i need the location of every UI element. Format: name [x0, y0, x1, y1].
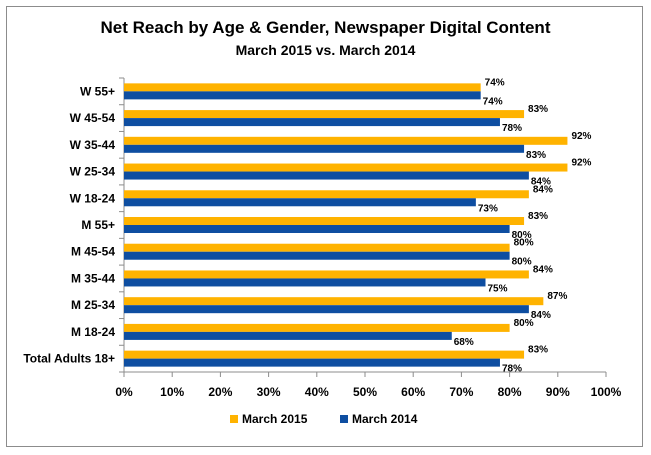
chart-subtitle: March 2015 vs. March 2014 [235, 42, 416, 58]
bar-march-2014 [124, 198, 476, 207]
data-label: 74% [483, 96, 503, 107]
bar-march-2015 [124, 297, 544, 306]
bar-march-2015 [124, 190, 529, 199]
category-label: W 35-44 [70, 138, 116, 152]
data-label: 92% [571, 158, 591, 169]
data-label: 92% [571, 131, 591, 142]
x-tick-label: 80% [498, 385, 522, 399]
legend-swatch [230, 415, 238, 423]
x-tick-label: 60% [401, 385, 425, 399]
x-tick-label: 20% [208, 385, 232, 399]
data-label: 80% [512, 257, 532, 268]
bar-march-2015 [124, 323, 510, 332]
category-label: W 18-24 [70, 191, 116, 205]
data-label: 84% [531, 177, 551, 188]
bar-march-2014 [124, 358, 500, 367]
category-label: W 45-54 [70, 111, 116, 125]
x-tick-label: 10% [160, 385, 184, 399]
category-label: M 18-24 [71, 325, 115, 339]
category-label: W 55+ [80, 84, 115, 98]
data-label: 83% [528, 104, 548, 115]
category-label: W 25-34 [70, 165, 116, 179]
bar-march-2015 [124, 83, 481, 92]
bar-march-2015 [124, 350, 525, 359]
category-label: M 25-34 [71, 298, 115, 312]
bar-march-2015 [124, 217, 525, 225]
data-label: 80% [512, 230, 532, 241]
x-tick-label: 90% [546, 385, 570, 399]
bar-march-2014 [124, 225, 510, 233]
legend-swatch [340, 415, 348, 423]
data-label: 78% [502, 364, 522, 375]
chart-title: Net Reach by Age & Gender, Newspaper Dig… [100, 18, 551, 37]
data-label: 80% [514, 238, 534, 249]
data-label: 83% [528, 211, 548, 222]
category-label: M 45-54 [71, 245, 115, 259]
data-label: 83% [526, 150, 546, 161]
data-label: 74% [485, 77, 505, 88]
legend-label: March 2014 [352, 412, 418, 426]
x-tick-label: 100% [591, 385, 622, 399]
category-label: M 55+ [81, 218, 115, 232]
bar-march-2014 [124, 118, 500, 127]
data-label: 84% [533, 184, 553, 195]
data-label: 75% [488, 283, 508, 294]
bar-march-2014 [124, 171, 529, 180]
x-tick-label: 0% [115, 385, 133, 399]
bar-march-2015 [124, 243, 510, 252]
x-tick-label: 30% [257, 385, 281, 399]
category-label: M 35-44 [71, 271, 115, 285]
x-tick-label: 70% [449, 385, 473, 399]
bar-march-2014 [124, 251, 510, 260]
data-label: 80% [514, 318, 534, 329]
data-label: 73% [478, 203, 498, 214]
bar-march-2015 [124, 136, 568, 145]
bar-march-2014 [124, 305, 529, 314]
bar-march-2014 [124, 144, 525, 153]
bar-march-2014 [124, 278, 486, 287]
data-label: 84% [531, 310, 551, 321]
data-label: 83% [528, 345, 548, 356]
bar-march-2014 [124, 331, 452, 340]
x-tick-label: 40% [305, 385, 329, 399]
data-label: 78% [502, 123, 522, 134]
legend-label: March 2015 [242, 412, 308, 426]
category-label: Total Adults 18+ [23, 352, 115, 366]
bar-march-2015 [124, 110, 525, 119]
bar-march-2015 [124, 163, 568, 172]
x-tick-label: 50% [353, 385, 377, 399]
bar-march-2014 [124, 91, 481, 100]
data-label: 84% [533, 264, 553, 275]
data-label: 68% [454, 337, 474, 348]
data-label: 87% [547, 291, 567, 302]
bar-march-2015 [124, 270, 529, 279]
